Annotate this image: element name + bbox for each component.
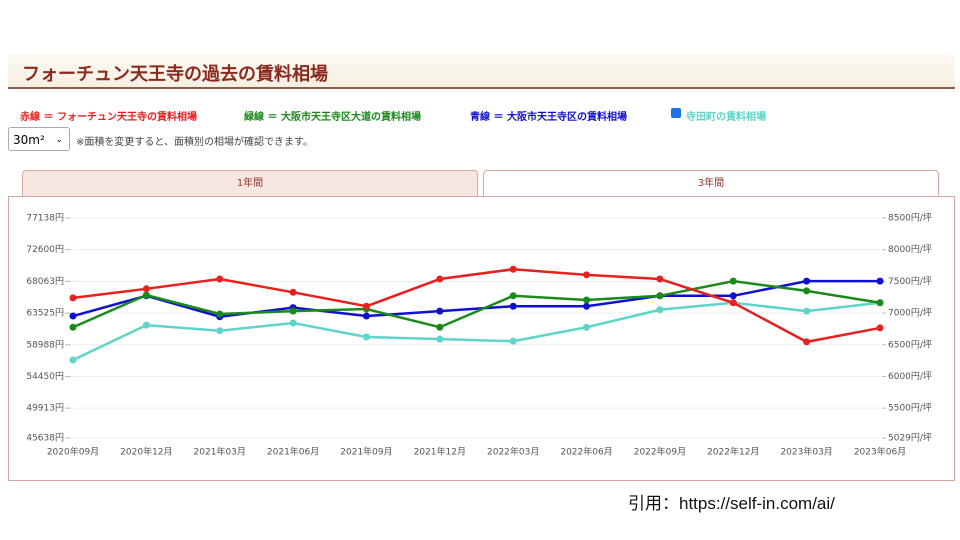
data-point xyxy=(289,307,297,315)
y-tick-label: 63525円 xyxy=(26,308,64,319)
data-point xyxy=(216,275,224,283)
data-point xyxy=(69,356,77,364)
y2-tick-label: 6500円/坪 xyxy=(888,339,932,350)
area-select[interactable]: 30m² ⌄ xyxy=(8,127,70,151)
x-tick-label: 2021年06月 xyxy=(267,446,319,458)
area-value: 30m² xyxy=(13,133,45,147)
x-tick-label: 2022年09月 xyxy=(634,446,686,458)
data-point xyxy=(583,296,591,304)
data-point xyxy=(876,299,884,307)
legend-entry: 赤線 ＝ フォーチュン天王寺の賃料相場 xyxy=(20,112,197,123)
checkbox[interactable] xyxy=(671,108,681,118)
data-point xyxy=(729,299,737,307)
y2-tick-label: 5029円/坪 xyxy=(888,433,932,444)
legend-entry: 緑線 ＝ 大阪市天王寺区大道の賃料相場 xyxy=(244,112,421,123)
data-point xyxy=(69,312,77,320)
series-line xyxy=(72,279,881,329)
data-point xyxy=(362,333,370,341)
data-point xyxy=(803,307,811,315)
legend-entry[interactable]: 寺田町の賃料相場 xyxy=(686,112,766,123)
title-bar: フォーチュン天王寺の過去の賃料相場 xyxy=(8,54,955,89)
series-line xyxy=(72,301,881,362)
data-point xyxy=(803,338,811,346)
data-point xyxy=(509,302,517,310)
data-point xyxy=(509,292,517,300)
x-tick-label: 2021年09月 xyxy=(340,446,392,458)
y2-tick-label: 8000円/坪 xyxy=(888,244,932,255)
x-tick-label: 2021年12月 xyxy=(414,446,466,458)
data-point xyxy=(362,312,370,320)
x-tick-label: 2023年06月 xyxy=(854,446,906,458)
data-point xyxy=(436,323,444,331)
data-point xyxy=(436,307,444,315)
data-point xyxy=(729,277,737,285)
series-line xyxy=(72,267,881,344)
data-point xyxy=(69,294,77,302)
data-point xyxy=(803,287,811,295)
y2-tick-label: 6000円/坪 xyxy=(888,371,932,382)
y-tick-label: 49913円 xyxy=(26,403,64,414)
page-title: フォーチュン天王寺の過去の賃料相場 xyxy=(22,64,328,85)
x-tick-label: 2020年09月 xyxy=(47,446,99,458)
chart-panel xyxy=(8,196,955,481)
y-tick-label: 54450円 xyxy=(26,371,64,382)
y2-tick-label: 7500円/坪 xyxy=(888,276,932,287)
x-tick-label: 2022年12月 xyxy=(707,446,759,458)
data-point xyxy=(729,292,737,300)
data-point xyxy=(436,335,444,343)
y-tick-label: 77138円 xyxy=(26,213,64,224)
y-tick-label: 72600円 xyxy=(26,244,64,255)
y-tick-label: 45638円 xyxy=(26,433,64,444)
data-point xyxy=(436,275,444,283)
data-point xyxy=(69,323,77,331)
legend-entry: 青線 ＝ 大阪市天王寺区の賃料相場 xyxy=(470,112,627,123)
data-point xyxy=(583,302,591,310)
x-tick-label: 2023年03月 xyxy=(780,446,832,458)
data-point xyxy=(656,275,664,283)
y2-tick-label: 7000円/坪 xyxy=(888,308,932,319)
x-tick-label: 2022年03月 xyxy=(487,446,539,458)
data-point xyxy=(656,292,664,300)
data-point xyxy=(362,302,370,310)
data-point xyxy=(142,291,150,299)
citation: 引用：https://self-in.com/ai/ xyxy=(628,494,835,513)
tab[interactable]: 1年間 xyxy=(22,170,478,196)
data-point xyxy=(509,337,517,345)
data-point xyxy=(656,306,664,314)
x-tick-label: 2020年12月 xyxy=(120,446,172,458)
data-point xyxy=(216,310,224,318)
data-point xyxy=(583,271,591,279)
x-tick-label: 2021年03月 xyxy=(194,446,246,458)
y2-tick-label: 5500円/坪 xyxy=(888,403,932,414)
data-point xyxy=(142,321,150,329)
data-point xyxy=(289,288,297,296)
data-point xyxy=(803,277,811,285)
y-tick-label: 58988円 xyxy=(26,339,64,350)
x-tick-label: 2022年06月 xyxy=(560,446,612,458)
data-point xyxy=(876,277,884,285)
y2-tick-label: 8500円/坪 xyxy=(888,213,932,224)
y-tick-label: 68063円 xyxy=(26,276,64,287)
data-point xyxy=(583,323,591,331)
data-point xyxy=(216,327,224,335)
tab[interactable]: 3年間 xyxy=(483,170,939,197)
data-point xyxy=(876,324,884,332)
data-point xyxy=(289,319,297,327)
series-line xyxy=(72,279,880,319)
data-point xyxy=(509,265,517,273)
note: ※面積を変更すると、面積別の相場が確認できます。 xyxy=(76,137,313,148)
data-point xyxy=(142,285,150,293)
